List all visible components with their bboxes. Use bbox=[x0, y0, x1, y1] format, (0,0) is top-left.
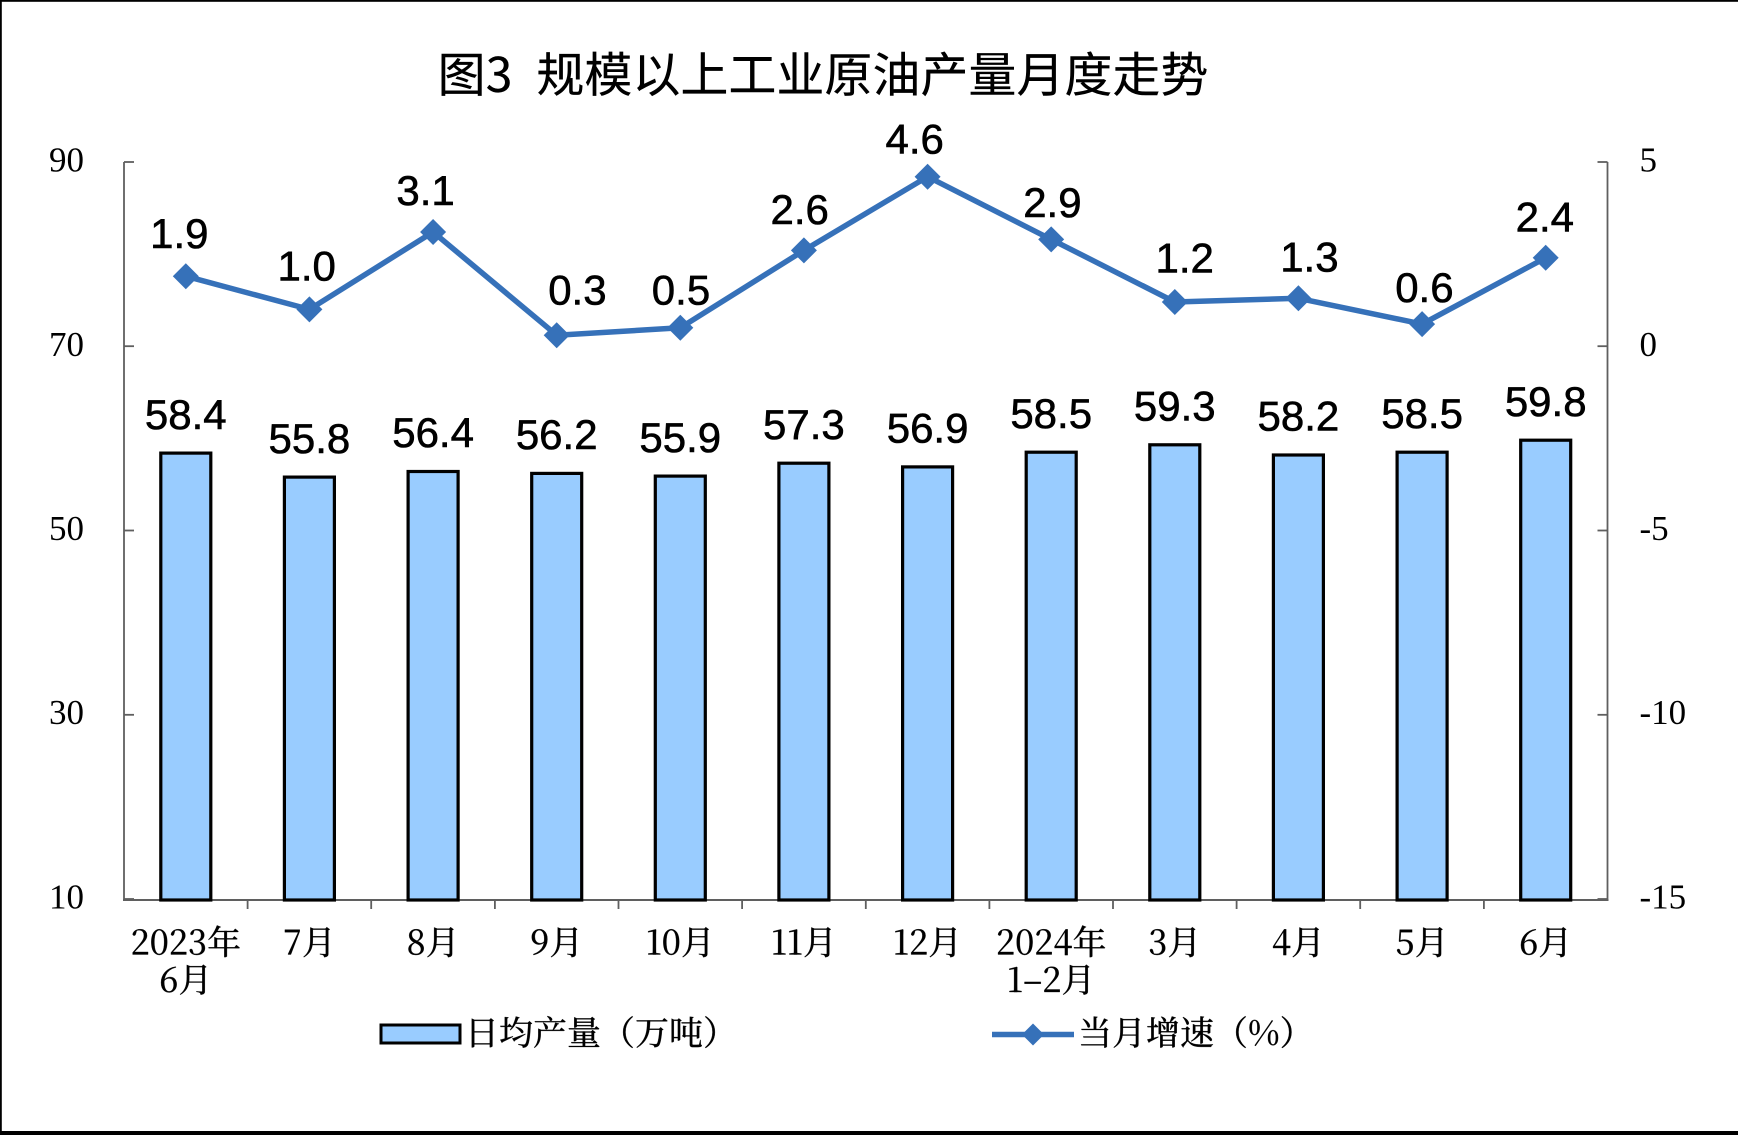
svg-text:3.1: 3.1 bbox=[396, 167, 454, 214]
svg-text:58.4: 58.4 bbox=[145, 391, 227, 438]
svg-text:5: 5 bbox=[1640, 141, 1658, 180]
svg-text:0.6: 0.6 bbox=[1395, 264, 1453, 311]
svg-text:-5: -5 bbox=[1640, 509, 1669, 548]
svg-text:59.8: 59.8 bbox=[1505, 378, 1587, 425]
svg-text:59.3: 59.3 bbox=[1134, 383, 1216, 430]
svg-text:4.6: 4.6 bbox=[886, 116, 944, 163]
svg-text:-15: -15 bbox=[1640, 878, 1687, 917]
svg-text:56.2: 56.2 bbox=[516, 411, 598, 458]
svg-text:70: 70 bbox=[49, 325, 84, 364]
svg-text:57.3: 57.3 bbox=[763, 401, 845, 448]
svg-text:1.9: 1.9 bbox=[150, 210, 208, 257]
svg-text:1.3: 1.3 bbox=[1280, 234, 1338, 281]
svg-text:10: 10 bbox=[49, 878, 84, 917]
svg-text:58.5: 58.5 bbox=[1381, 390, 1463, 437]
svg-text:58.2: 58.2 bbox=[1258, 393, 1340, 440]
svg-text:-10: -10 bbox=[1640, 693, 1687, 732]
svg-text:2.4: 2.4 bbox=[1516, 194, 1574, 241]
svg-text:1.2: 1.2 bbox=[1156, 235, 1214, 282]
svg-text:50: 50 bbox=[49, 509, 84, 548]
svg-text:30: 30 bbox=[49, 693, 84, 732]
svg-text:55.8: 55.8 bbox=[269, 415, 351, 462]
svg-text:90: 90 bbox=[49, 141, 84, 180]
svg-text:55.9: 55.9 bbox=[639, 414, 721, 461]
svg-text:56.4: 56.4 bbox=[392, 409, 474, 456]
svg-text:2.9: 2.9 bbox=[1023, 179, 1081, 226]
svg-text:56.9: 56.9 bbox=[887, 405, 969, 452]
svg-text:0.5: 0.5 bbox=[652, 266, 710, 313]
svg-text:2.6: 2.6 bbox=[771, 186, 829, 233]
svg-text:1.0: 1.0 bbox=[278, 242, 336, 289]
svg-text:0.3: 0.3 bbox=[548, 266, 606, 313]
svg-text:58.5: 58.5 bbox=[1010, 390, 1092, 437]
svg-text:0: 0 bbox=[1640, 325, 1658, 364]
